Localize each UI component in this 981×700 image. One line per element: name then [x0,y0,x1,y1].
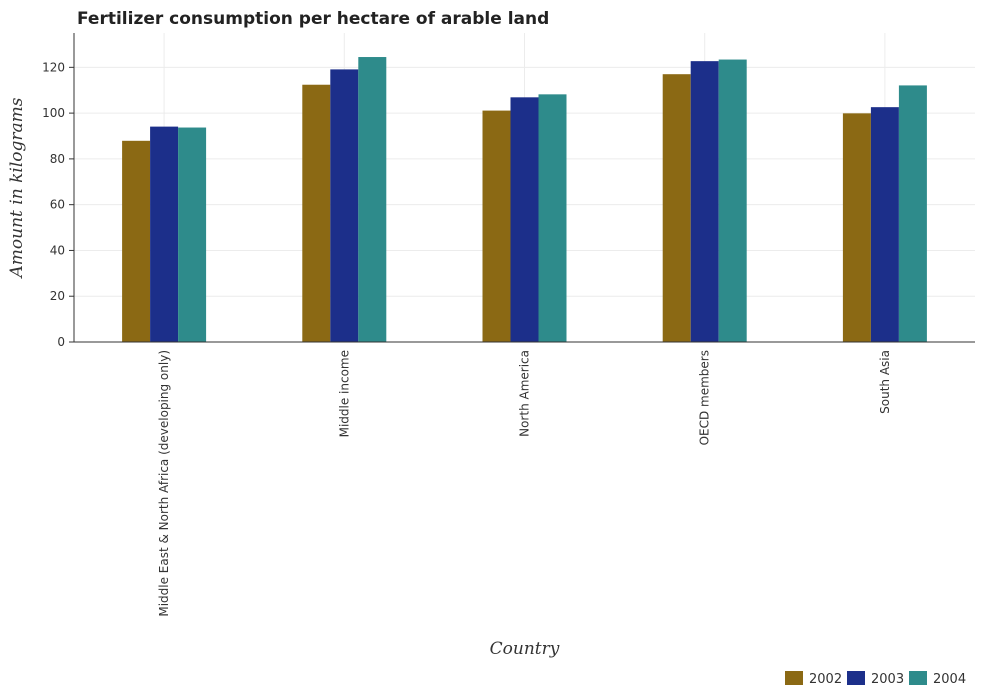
bar-2002 [482,110,511,343]
y-tick-labels: 0 20 40 60 80 100 120 [42,60,65,349]
x-tick-label: Middle income [337,350,351,437]
y-tick-label: 40 [50,243,65,257]
y-tick-label: 20 [50,289,65,303]
bar-2003 [330,69,359,342]
legend: 2002 2003 2004 [785,671,966,687]
legend-swatch-2003 [847,671,865,685]
x-axis-label: Country [490,639,560,659]
y-axis-label: Amount in kilograms [7,97,27,279]
x-tick-labels: Middle East & North Africa (developing o… [157,350,892,617]
legend-swatch-2002 [785,671,803,685]
bar-2002 [662,74,691,342]
bar-2004 [538,94,567,342]
bar-2003 [510,97,539,342]
bar-2002 [842,113,871,342]
y-tick-label: 100 [42,106,65,120]
bar-2003 [690,61,719,343]
bar-2003 [870,107,899,342]
y-tick-label: 120 [42,60,65,74]
bar-2004 [358,57,387,343]
x-tick-label: Middle East & North Africa (developing o… [157,350,171,617]
legend-label-2003: 2003 [871,672,904,687]
y-tick-label: 80 [50,152,65,166]
bar-2003 [150,126,179,342]
bar-2004 [178,127,207,342]
plot-area: 0 20 40 60 80 100 120 Middle East & North Afri… [42,33,975,617]
x-tick-label: OECD members [698,350,712,445]
bar-2004 [898,85,927,342]
axes [69,33,975,343]
bar-2002 [302,84,331,343]
chart-title: Fertilizer consumption per hectare of ar… [77,9,549,29]
bar-2004 [718,59,747,342]
y-tick-label: 0 [57,335,65,349]
legend-swatch-2004 [909,671,927,685]
legend-label-2004: 2004 [933,672,966,687]
bars [122,57,927,343]
x-tick-label: North America [518,350,532,437]
x-tick-label: South Asia [878,350,892,414]
legend-label-2002: 2002 [809,672,842,687]
y-tick-label: 60 [50,198,65,212]
bar-2002 [122,140,151,342]
